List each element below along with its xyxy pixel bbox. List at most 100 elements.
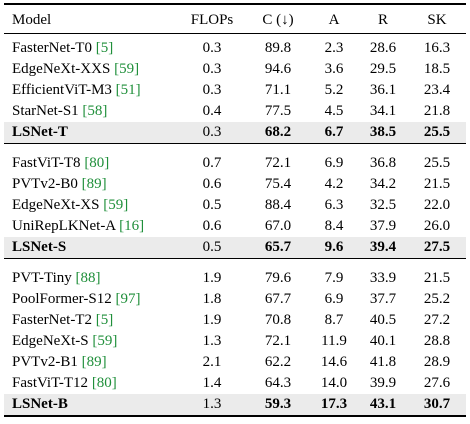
- citation: [16]: [119, 218, 145, 234]
- citation: [59]: [92, 333, 118, 349]
- value-cell: 18.5: [423, 61, 451, 77]
- value-cell: 7.9: [324, 270, 344, 286]
- citation: [59]: [114, 61, 140, 77]
- table-rule: [4, 143, 466, 144]
- model-cell: EdgeNeXt-S [59]: [12, 331, 117, 351]
- value-cell: 27.2: [423, 312, 451, 328]
- value-cell: 67.7: [264, 291, 292, 307]
- header-cell: Model: [12, 12, 52, 28]
- value-cell: 28.8: [423, 333, 451, 349]
- model-cell: EdgeNeXt-XS [59]: [12, 195, 128, 215]
- header-cell: C (↓): [262, 12, 294, 28]
- value-cell: 43.1: [369, 396, 397, 412]
- value-cell: 34.1: [369, 103, 397, 119]
- value-cell: 14.0: [320, 375, 348, 391]
- model-name: FasterNet-T2: [12, 312, 92, 328]
- value-cell: 1.9: [202, 270, 222, 286]
- model-name: PVTv2-B1: [12, 354, 78, 370]
- model-cell: PVTv2-B1 [89]: [12, 352, 107, 372]
- value-cell: 1.3: [202, 396, 222, 412]
- value-cell: 23.4: [423, 82, 451, 98]
- header-cell: R: [377, 12, 389, 28]
- value-cell: 1.4: [202, 375, 222, 391]
- value-cell: 8.7: [324, 312, 344, 328]
- citation: [5]: [95, 312, 114, 328]
- value-cell: 14.6: [320, 354, 348, 370]
- value-cell: 67.0: [264, 218, 292, 234]
- model-cell: FastViT-T8 [80]: [12, 153, 109, 173]
- model-name: StarNet-S1: [12, 103, 79, 119]
- value-cell: 28.9: [423, 354, 451, 370]
- value-cell: 72.1: [264, 155, 292, 171]
- value-cell: 25.2: [423, 291, 451, 307]
- value-cell: 36.1: [369, 82, 397, 98]
- value-cell: 0.6: [202, 176, 222, 192]
- value-cell: 94.6: [264, 61, 292, 77]
- value-cell: 30.7: [423, 396, 451, 412]
- value-cell: 27.5: [423, 239, 451, 255]
- citation: [88]: [75, 270, 101, 286]
- value-cell: 25.5: [423, 155, 451, 171]
- value-cell: 64.3: [264, 375, 292, 391]
- value-cell: 88.4: [264, 197, 292, 213]
- value-cell: 27.6: [423, 375, 451, 391]
- citation: [59]: [103, 197, 129, 213]
- value-cell: 37.7: [369, 291, 397, 307]
- citation: [89]: [81, 176, 107, 192]
- model-name: PoolFormer-S12: [12, 291, 112, 307]
- value-cell: 25.5: [423, 124, 451, 140]
- table-rule: [4, 258, 466, 259]
- citation: [80]: [84, 155, 110, 171]
- value-cell: 8.4: [324, 218, 344, 234]
- value-cell: 0.6: [202, 218, 222, 234]
- value-cell: 0.7: [202, 155, 222, 171]
- value-cell: 59.3: [264, 396, 292, 412]
- value-cell: 11.9: [321, 333, 347, 349]
- value-cell: 39.4: [369, 239, 397, 255]
- citation: [51]: [115, 82, 141, 98]
- value-cell: 29.5: [369, 61, 397, 77]
- model-cell: StarNet-S1 [58]: [12, 101, 107, 121]
- model-name: FastViT-T12: [12, 375, 89, 391]
- value-cell: 5.2: [324, 82, 344, 98]
- value-cell: 32.5: [369, 197, 397, 213]
- citation: [80]: [91, 375, 117, 391]
- highlight-row: [4, 236, 466, 258]
- value-cell: 0.4: [202, 103, 222, 119]
- model-cell: LSNet-T: [12, 122, 68, 142]
- value-cell: 79.6: [264, 270, 292, 286]
- value-cell: 4.5: [324, 103, 344, 119]
- value-cell: 16.3: [423, 40, 451, 56]
- value-cell: 2.1: [202, 354, 222, 370]
- value-cell: 0.5: [202, 197, 222, 213]
- model-cell: PVTv2-B0 [89]: [12, 174, 107, 194]
- model-cell: PVT-Tiny [88]: [12, 268, 101, 288]
- value-cell: 37.9: [369, 218, 397, 234]
- value-cell: 1.9: [202, 312, 222, 328]
- model-name: LSNet-S: [12, 239, 67, 255]
- value-cell: 41.8: [369, 354, 397, 370]
- model-cell: FasterNet-T2 [5]: [12, 310, 113, 330]
- model-name: EfficientViT-M3: [12, 82, 112, 98]
- model-cell: FasterNet-T0 [5]: [12, 38, 113, 58]
- value-cell: 6.3: [324, 197, 344, 213]
- model-cell: FastViT-T12 [80]: [12, 373, 117, 393]
- model-name: UniRepLKNet-A: [12, 218, 116, 234]
- value-cell: 21.5: [423, 270, 451, 286]
- value-cell: 6.7: [324, 124, 344, 140]
- value-cell: 4.2: [324, 176, 344, 192]
- model-cell: LSNet-S: [12, 237, 66, 257]
- value-cell: 0.3: [202, 124, 222, 140]
- value-cell: 71.1: [264, 82, 292, 98]
- model-name: EdgeNeXt-S: [12, 333, 89, 349]
- model-name: LSNet-B: [12, 396, 68, 412]
- value-cell: 34.2: [369, 176, 397, 192]
- model-cell: LSNet-B: [12, 394, 68, 414]
- highlight-row: [4, 121, 466, 143]
- value-cell: 75.4: [264, 176, 292, 192]
- model-cell: EdgeNeXt-XXS [59]: [12, 59, 139, 79]
- value-cell: 1.8: [202, 291, 222, 307]
- header-cell: FLOPs: [190, 12, 234, 28]
- model-cell: UniRepLKNet-A [16]: [12, 216, 144, 236]
